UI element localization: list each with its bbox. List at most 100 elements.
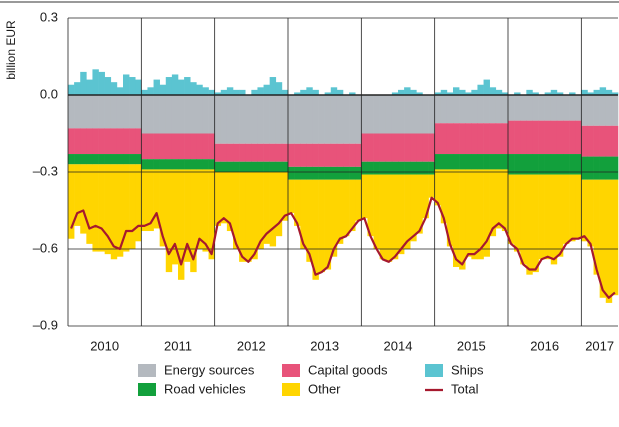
bar-segment: [220, 161, 228, 172]
bar-segment: [471, 95, 478, 124]
bar-segment: [599, 125, 607, 157]
bar-segment: [294, 92, 301, 95]
bar-segment: [514, 92, 521, 95]
legend-label: Total: [451, 381, 479, 396]
bar-segment: [312, 166, 319, 180]
bar-segment: [233, 172, 240, 249]
bar-segment: [123, 74, 130, 95]
bar-segment: [477, 123, 484, 155]
bar-segment: [324, 179, 332, 270]
bar-segment: [544, 92, 552, 95]
bar-segment: [550, 120, 558, 155]
bar-segment: [422, 161, 429, 175]
bar-segment: [159, 95, 167, 134]
bar-segment: [575, 95, 582, 121]
bar-segment: [611, 125, 619, 157]
bar-segment: [202, 133, 209, 160]
bar-segment: [141, 133, 148, 160]
bar-segment: [489, 169, 497, 237]
bar-segment: [514, 95, 521, 121]
bar-segment: [281, 89, 289, 95]
bar-segment: [440, 89, 448, 95]
bar-segment: [116, 128, 124, 155]
bar-segment: [416, 133, 423, 162]
bar-segment: [434, 123, 442, 155]
bar-segment: [251, 143, 258, 162]
bar-segment: [355, 95, 362, 144]
bar-segment: [68, 95, 75, 129]
legend-swatch: [138, 364, 156, 377]
bar-segment: [300, 143, 307, 167]
bar-segment: [178, 169, 185, 280]
bar-segment: [300, 179, 307, 249]
bar-segment: [288, 95, 295, 144]
bar-segment: [477, 169, 484, 260]
bar-segment: [324, 92, 332, 95]
bar-segment: [269, 172, 277, 247]
bar-segment: [404, 174, 411, 249]
bar-segment: [550, 154, 558, 175]
bar-segment: [92, 69, 99, 95]
bar-segment: [391, 174, 399, 260]
bar-segment: [556, 174, 564, 257]
bar-segment: [526, 174, 533, 275]
bar-segment: [489, 154, 497, 170]
bar-segment: [275, 95, 283, 144]
bar-segment: [605, 125, 613, 157]
x-tick-label: 2017: [585, 338, 614, 353]
bar-segment: [110, 82, 118, 95]
bar-segment: [214, 92, 222, 95]
bar-segment: [569, 92, 576, 95]
bar-segment: [336, 89, 344, 95]
bar-segment: [367, 95, 374, 134]
bar-segment: [495, 123, 503, 155]
bar-segment: [74, 164, 81, 226]
bar-segment: [391, 133, 399, 162]
bar-segment: [495, 154, 503, 170]
bar-segment: [343, 179, 350, 237]
bar-segment: [556, 95, 564, 121]
x-tick-label: 2013: [310, 338, 339, 353]
bar-segment: [110, 164, 118, 260]
bar-segment: [171, 133, 179, 160]
bar-segment: [294, 179, 301, 226]
legend-swatch: [282, 383, 300, 396]
bar-segment: [440, 95, 448, 124]
bar-segment: [269, 161, 277, 172]
bar-segment: [526, 120, 533, 155]
bar-segment: [563, 154, 570, 175]
bar-segment: [129, 164, 136, 249]
bar-segment: [184, 95, 191, 134]
bar-segment: [349, 166, 356, 180]
bar-segment: [269, 77, 277, 95]
bar-segment: [514, 120, 521, 155]
bar-segment: [263, 143, 270, 162]
bar-segment: [226, 95, 234, 144]
bar-segment: [483, 169, 490, 257]
bar-segment: [318, 143, 325, 167]
bar-segment: [306, 179, 313, 262]
bar-segment: [306, 95, 313, 144]
bar-segment: [391, 92, 399, 95]
bar-segment: [208, 159, 215, 170]
bar-segment: [80, 95, 87, 129]
bar-segment: [434, 169, 442, 206]
bar-segment: [587, 92, 594, 95]
bar-segment: [190, 169, 197, 273]
bar-segment: [165, 159, 173, 170]
bar-segment: [471, 123, 478, 155]
bar-segment: [422, 174, 429, 219]
bar-segment: [226, 172, 234, 232]
bar-segment: [453, 154, 460, 170]
bar-segment: [483, 123, 490, 155]
bar-segment: [587, 179, 594, 247]
bar-segment: [74, 82, 81, 95]
bar-segment: [135, 154, 142, 165]
bar-segment: [355, 179, 362, 221]
bar-segment: [196, 159, 203, 170]
bar-segment: [233, 89, 240, 95]
bar-segment: [593, 89, 600, 95]
bar-segment: [116, 87, 124, 95]
bar-segment: [129, 128, 136, 155]
bar-segment: [587, 125, 594, 157]
